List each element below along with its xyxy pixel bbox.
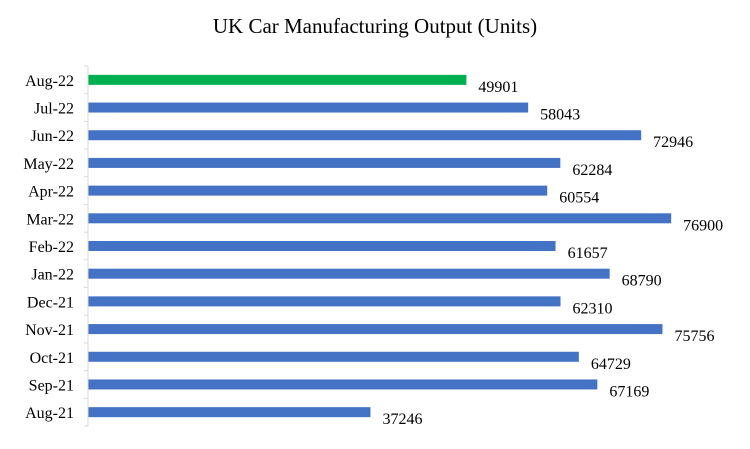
tick-label-apr-22: Apr-22 xyxy=(28,184,74,201)
tick-label-jan-22: Jan-22 xyxy=(31,267,74,284)
chart-title: UK Car Manufacturing Output (Units) xyxy=(212,14,538,38)
data-label-jul-22: 58043 xyxy=(540,107,580,124)
data-label-jun-22: 72946 xyxy=(653,134,693,151)
tick-label-jul-22: Jul-22 xyxy=(34,101,74,118)
tick-label-may-22: May-22 xyxy=(23,156,74,173)
tick-label-aug-22: Aug-22 xyxy=(25,73,74,90)
bar-nov-21 xyxy=(88,324,663,335)
bar-may-22 xyxy=(88,157,561,168)
data-label-oct-21: 64729 xyxy=(591,356,631,373)
data-label-apr-22: 60554 xyxy=(559,190,599,207)
data-label-aug-21: 37246 xyxy=(382,411,422,428)
bar-aug-22 xyxy=(88,74,467,85)
axis-group xyxy=(84,65,89,427)
bar-sep-21 xyxy=(88,379,598,390)
data-label-sep-21: 67169 xyxy=(609,383,649,400)
data-label-aug-22: 49901 xyxy=(478,79,518,96)
tick-label-dec-21: Dec-21 xyxy=(27,294,74,311)
tick-label-feb-22: Feb-22 xyxy=(29,239,74,256)
bar-mar-22 xyxy=(88,213,672,224)
data-label-dec-21: 62310 xyxy=(573,300,613,317)
data-label-jan-22: 68790 xyxy=(622,273,662,290)
category-ticks-group: Aug-22 Jul-22 Jun-22 May-22 Apr-22 Mar-22 Feb-… xyxy=(23,73,74,422)
data-label-may-22: 62284 xyxy=(572,162,612,179)
bars-group xyxy=(88,74,672,418)
bar-jan-22 xyxy=(88,268,610,279)
bar-aug-21 xyxy=(88,407,371,418)
tick-label-aug-21: Aug-21 xyxy=(25,405,74,422)
data-label-nov-21: 75756 xyxy=(674,328,714,345)
bar-oct-21 xyxy=(88,351,579,362)
bar-jul-22 xyxy=(88,102,529,113)
bar-feb-22 xyxy=(88,241,556,251)
tick-label-mar-22: Mar-22 xyxy=(26,211,74,228)
bar-dec-21 xyxy=(88,296,561,307)
bar-apr-22 xyxy=(88,185,548,196)
data-label-mar-22: 76900 xyxy=(683,217,723,234)
tick-label-sep-21: Sep-21 xyxy=(29,377,74,394)
tick-label-oct-21: Oct-21 xyxy=(30,350,74,367)
data-label-feb-22: 61657 xyxy=(568,245,608,262)
tick-label-jun-22: Jun-22 xyxy=(30,128,74,145)
data-labels-group: 49901 58043 72946 62284 60554 76900 61657 68790… xyxy=(382,79,723,428)
bar-jun-22 xyxy=(88,130,642,141)
tick-label-nov-21: Nov-21 xyxy=(25,322,74,339)
